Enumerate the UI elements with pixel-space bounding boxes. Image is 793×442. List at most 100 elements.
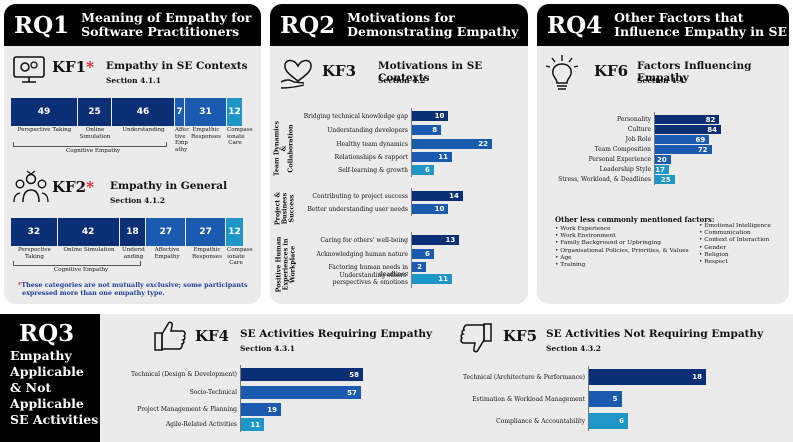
- kf1-segment-2: 46: [112, 98, 175, 126]
- other-right-item-4: Religion: [699, 252, 789, 259]
- other-right-item-2: Context of Interaction: [699, 237, 789, 244]
- people-group-icon: [13, 170, 49, 203]
- gear-monitor-icon: [13, 56, 45, 83]
- kf3-bar-5: 14: [412, 191, 463, 201]
- kf3-label-0: Bridging technical knowledge gap: [303, 112, 408, 120]
- kf3-label-3: Relationships & rapport: [334, 153, 408, 161]
- kf6-title: Factors Influencing Empathy: [637, 60, 752, 84]
- kf2-bar: 32 42 18 27 27 12: [11, 218, 244, 246]
- kf2-segment-3: 27: [146, 218, 187, 246]
- rq1-title: Meaning of Empathy for Software Practiti…: [81, 10, 252, 39]
- kf1-label-1: Online Simulation: [79, 127, 111, 140]
- kf3-bar-7: 13: [412, 235, 460, 245]
- kf1-brace: [13, 142, 167, 147]
- thumbs-down-icon: [460, 323, 492, 353]
- kf3-bar-9: 2: [412, 262, 426, 272]
- kf6-bar-5: 17: [655, 165, 669, 174]
- kf1-label-4: Empathic Responses: [191, 127, 221, 140]
- kf1-label-2: Understanding: [122, 127, 165, 133]
- kf1-segment-3: 7: [175, 98, 185, 126]
- rq1-code: RQ1: [14, 11, 70, 39]
- kf5-title: SE Activities Not Requiring Empathy: [546, 328, 764, 340]
- rq2-header: RQ2 Motivations for Demonstrating Empath…: [270, 4, 528, 46]
- rq3-title-line-0: Empathy: [10, 348, 72, 363]
- kf6-label-4: Personal Experience: [588, 156, 651, 163]
- kf2-segment-2: 18: [119, 218, 147, 246]
- kf3-label-9: Factoring human needs in deadlines: [328, 263, 408, 278]
- other-right-item-1: Communication: [699, 230, 789, 237]
- kf3-bar-10: 11: [412, 274, 452, 284]
- rq2-panel: RQ2 Motivations for Demonstrating Empath…: [270, 4, 528, 304]
- kf3-label-8: Acknowledging human nature: [316, 250, 408, 258]
- other-right-item-3: Gender: [699, 245, 789, 252]
- kf1-segment-5: 12: [227, 98, 243, 126]
- rq3-title-line-3: Applicable: [10, 396, 84, 411]
- kf3-title: Motivations in SE Contexts: [378, 60, 483, 84]
- other-left-item-1: Work Environment: [555, 233, 695, 240]
- kf5-section: Section 4.3.2: [546, 344, 602, 353]
- rq3-title-line-1: Applicable: [10, 364, 84, 379]
- kf6-label-0: Personality: [617, 116, 651, 123]
- kf6-label-3: Team Composition: [594, 146, 651, 153]
- kf2-group-label: Cognitive Empathy: [54, 267, 109, 273]
- rq2-title: Motivations for Demonstrating Empathy: [347, 10, 519, 39]
- kf2-section: Section 4.1.2: [110, 196, 166, 205]
- kf1-group-label: Cognitive Empathy: [66, 148, 121, 154]
- rq4-header: RQ4 Other Factors that Influence Empathy…: [537, 4, 789, 46]
- kf6-axis-0: [654, 112, 655, 185]
- kf2-code: KF2*: [52, 178, 94, 196]
- kf1-label-5: Compass ionate Care: [227, 127, 253, 146]
- kf1-segment-0: 49: [11, 98, 78, 126]
- kf3-bar-3: 11: [412, 152, 452, 162]
- other-left-item-5: Training: [555, 262, 695, 269]
- kf3-bar-4: 6: [412, 165, 434, 175]
- rq3-header: RQ3 Empathy Applicable & Not Applicable SE A…: [0, 314, 100, 442]
- kf2-label-4: Empathic Responses: [192, 247, 222, 260]
- heart-hand-icon: [280, 59, 312, 89]
- kf6-bar-0: 82: [655, 115, 720, 124]
- other-factors-title: Other less commonly mentioned factors:: [555, 215, 715, 224]
- kf2-label-3: Affective Empathy: [154, 247, 180, 260]
- kf3-label-7: Caring for others' well-being: [320, 236, 408, 244]
- kf6-bar-1: 84: [655, 125, 721, 134]
- other-factors-left: Work ExperienceWork EnvironmentFamily Ba…: [555, 226, 695, 269]
- kf6-section: Section 4.4: [637, 76, 685, 85]
- rq4-panel: RQ4 Other Factors that Influence Empathy…: [537, 4, 789, 304]
- kf4-title: SE Activities Requiring Empathy: [240, 328, 433, 340]
- kf3-label-2: Healthy team dynamics: [336, 140, 408, 148]
- kf1-code: KF1*: [52, 58, 94, 76]
- kf3-bar-1: 8: [412, 125, 442, 135]
- kf3-axis-0: [411, 108, 412, 177]
- kf2-bar-labels: Perspective Taking Online Simulation Unders…: [11, 247, 253, 271]
- other-factors-right: Emotional IntelligenceCommunicationConte…: [699, 223, 789, 266]
- kf2-segment-1: 42: [57, 218, 120, 246]
- rq2-code: RQ2: [280, 11, 336, 39]
- kf6-label-1: Culture: [627, 126, 651, 133]
- other-right-item-0: Emotional Intelligence: [699, 223, 789, 230]
- kf1-bar-labels: Perspective Taking Online Simulation Unders…: [11, 127, 253, 153]
- kf1-bar: 49 25 46 7 31 12: [11, 98, 244, 126]
- kf6-label-6: Stress, Workload, & Deadlines: [558, 176, 651, 183]
- kf2-label-0: Perspective Taking: [18, 247, 51, 260]
- rq4-code: RQ4: [547, 11, 603, 39]
- kf6-code: KF6: [594, 62, 629, 80]
- rq4-title: Other Factors that Influence Empathy in …: [614, 10, 788, 39]
- kf3-axis-1: [411, 188, 412, 216]
- kf4-section: Section 4.3.1: [240, 344, 296, 353]
- kf3-bar-8: 6: [412, 249, 434, 259]
- kf1-label-0: Perspective Taking: [17, 127, 72, 133]
- kf1-label-3: Affec tive Emp athy: [175, 127, 190, 153]
- rq3-code: RQ3: [19, 320, 75, 347]
- kf3-label-10: Understanding others' perspectives & emot…: [332, 272, 408, 286]
- other-left-item-0: Work Experience: [555, 226, 695, 233]
- rq3-title-line-2: & Not: [10, 380, 52, 395]
- kf3-axis-2: [411, 232, 412, 288]
- kf1-segment-4: 31: [185, 98, 227, 126]
- kf3-bar-0: 10: [412, 111, 449, 121]
- thumbs-up-icon: [154, 321, 186, 351]
- kf2-segment-5: 12: [226, 218, 244, 246]
- lightbulb-icon: [545, 55, 579, 90]
- kf6-bar-2: 69: [655, 135, 710, 144]
- kf6-label-2: Job Role: [625, 136, 651, 143]
- other-right-item-5: Respect: [699, 259, 789, 266]
